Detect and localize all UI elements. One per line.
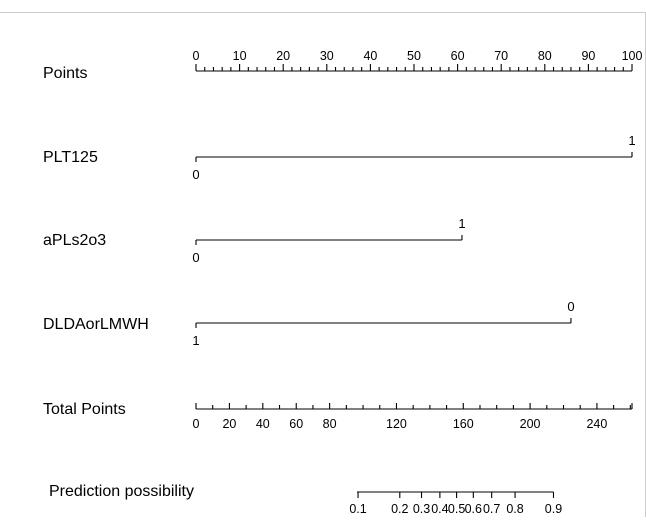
total-points-tick-label: 120 (386, 417, 407, 431)
points-tick-label: 100 (622, 49, 643, 63)
prediction-tick-label: 0.3 (413, 502, 430, 516)
points-tick-label: 50 (407, 49, 421, 63)
prediction-tick-label: 0.7 (483, 502, 500, 516)
points-tick-label: 10 (233, 49, 247, 63)
points-tick-label: 90 (581, 49, 595, 63)
dldaorlmwh-level-label: 1 (192, 333, 199, 348)
row-label-apls2o3: aPLs2o3 (43, 232, 106, 249)
prediction-tick-label: 0.1 (349, 502, 366, 516)
row-label-prediction: Prediction possibility (49, 483, 194, 500)
row-label-total-points: Total Points (43, 401, 126, 418)
row-label-dldaorlmwh: DLDAorLMWH (43, 316, 149, 333)
points-tick-label: 70 (494, 49, 508, 63)
prediction-tick-label: 0.5 (448, 502, 465, 516)
row-label-points: Points (43, 65, 87, 82)
total-points-tick-label: 60 (289, 417, 303, 431)
prediction-tick-label: 0.9 (545, 502, 562, 516)
apls2o3-level-label: 0 (192, 250, 199, 265)
prediction-tick-label: 0.6 (465, 502, 482, 516)
total-points-tick-label: 40 (256, 417, 270, 431)
total-points-tick-label: 0 (193, 417, 200, 431)
total-points-tick-label: 240 (586, 417, 607, 431)
points-tick-label: 20 (276, 49, 290, 63)
total-points-tick-label: 160 (453, 417, 474, 431)
total-points-tick-label: 20 (222, 417, 236, 431)
points-tick-label: 80 (538, 49, 552, 63)
prediction-tick-label: 0.2 (391, 502, 408, 516)
total-points-tick-label: 80 (323, 417, 337, 431)
dldaorlmwh-level-label: 0 (567, 299, 574, 314)
plt125-level-label: 1 (628, 133, 635, 148)
plt125-level-label: 0 (192, 167, 199, 182)
points-tick-label: 0 (193, 49, 200, 63)
prediction-tick-label: 0.4 (431, 502, 448, 516)
points-tick-label: 60 (451, 49, 465, 63)
points-tick-label: 40 (363, 49, 377, 63)
total-points-tick-label: 200 (520, 417, 541, 431)
prediction-tick-label: 0.8 (506, 502, 523, 516)
apls2o3-level-label: 1 (458, 216, 465, 231)
points-tick-label: 30 (320, 49, 334, 63)
row-label-plt125: PLT125 (43, 149, 98, 166)
